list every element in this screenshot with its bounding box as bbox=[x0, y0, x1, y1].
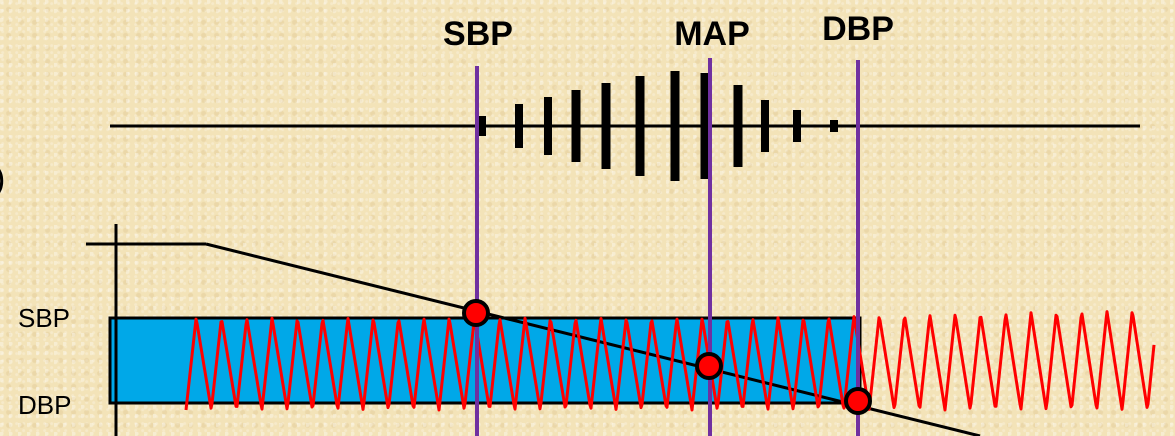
oscillation-bar bbox=[602, 83, 611, 169]
map-label: MAP bbox=[674, 15, 750, 53]
sbp-label: SBP bbox=[443, 15, 513, 53]
oscillation-bar bbox=[830, 120, 838, 132]
left-edge-paren: ) bbox=[0, 160, 5, 198]
axis-dbp-label: DBP bbox=[18, 390, 71, 420]
oscillation-bar bbox=[671, 71, 680, 181]
map-intersection-dot bbox=[697, 354, 721, 378]
oscillation-bar bbox=[572, 90, 581, 162]
oscillation-bar bbox=[515, 104, 523, 148]
axis-sbp-label: SBP bbox=[18, 303, 70, 333]
oscillation-bar bbox=[734, 85, 743, 167]
oscillation-bar bbox=[793, 110, 801, 142]
oscillation-bar bbox=[478, 116, 486, 136]
dbp-label: DBP bbox=[822, 10, 894, 48]
dbp-intersection-dot bbox=[846, 389, 870, 413]
sbp-intersection-dot bbox=[464, 301, 488, 325]
oscillation-bar bbox=[544, 97, 552, 155]
oscillation-bar bbox=[761, 100, 769, 152]
oscillation-bar bbox=[636, 76, 645, 176]
